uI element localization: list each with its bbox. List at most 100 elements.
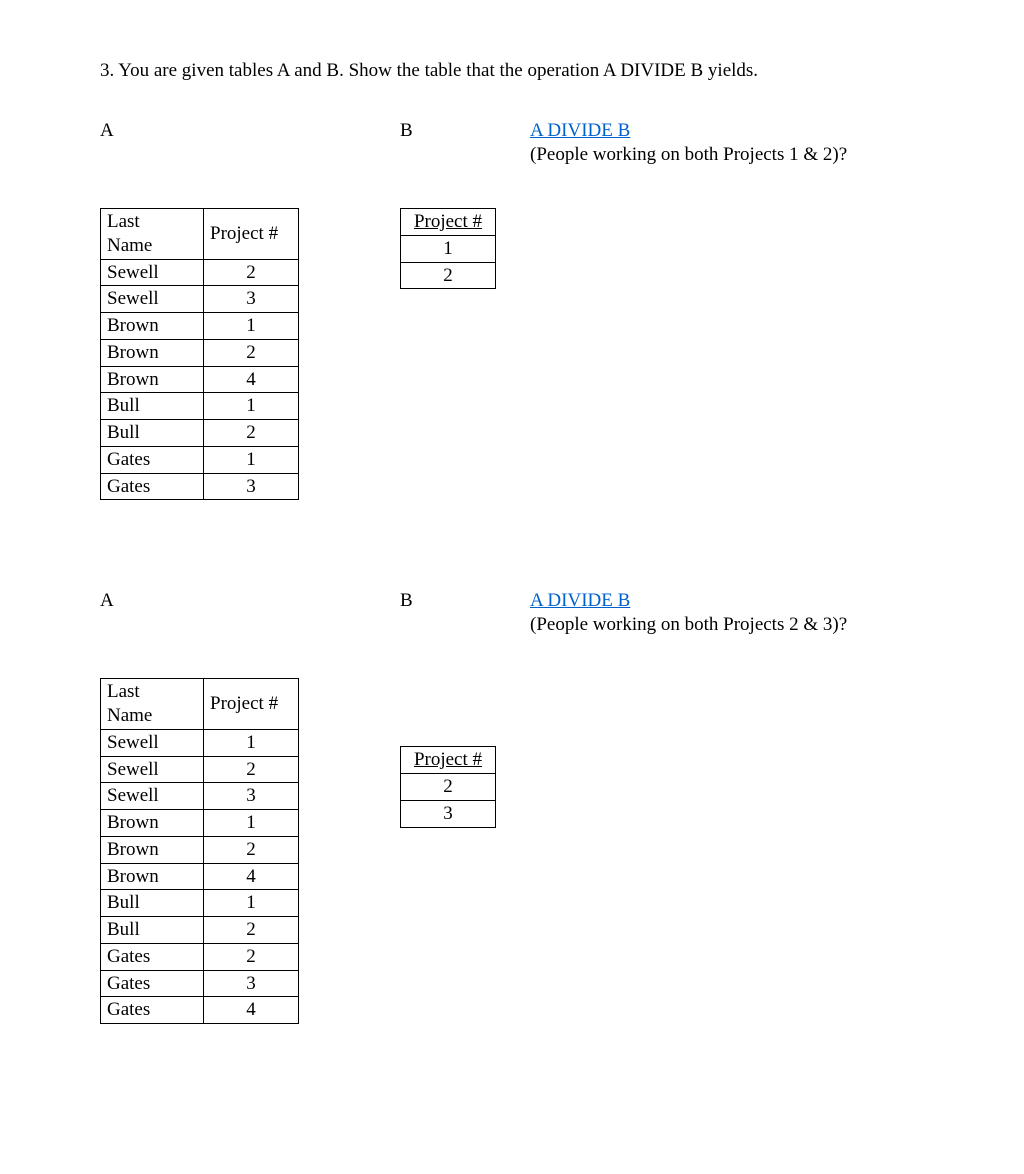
cell-project: 3	[204, 473, 299, 500]
cell-name: Bull	[101, 890, 204, 917]
table-row: Last Name Project #	[101, 209, 299, 260]
table-row: Project #	[401, 747, 496, 774]
cell-project: 4	[204, 997, 299, 1024]
header-line2: Name	[107, 235, 152, 256]
cell-project: 2	[204, 943, 299, 970]
table-row: Bull2	[101, 420, 299, 447]
divide-subtitle: (People working on both Projects 1 & 2)?	[530, 144, 924, 166]
table-row: Sewell2	[101, 259, 299, 286]
cell-name: Brown	[101, 863, 204, 890]
table-row: Sewell3	[101, 286, 299, 313]
cell-project: 1	[401, 235, 496, 262]
table-row: Brown1	[101, 313, 299, 340]
table-b: Project # 12	[400, 208, 496, 289]
cell-name: Brown	[101, 366, 204, 393]
cell-name: Brown	[101, 313, 204, 340]
table-row: Sewell1	[101, 729, 299, 756]
cell-name: Gates	[101, 943, 204, 970]
cell-name: Gates	[101, 473, 204, 500]
part2-tables-row: Last Name Project # Sewell1Sewell2Sewell…	[100, 678, 924, 1024]
part1-tables-row: Last Name Project # Sewell2Sewell3Brown1…	[100, 208, 924, 500]
label-divide: A DIVIDE B (People working on both Proje…	[530, 590, 924, 636]
question-text: 3. You are given tables A and B. Show th…	[100, 60, 924, 82]
cell-project: 2	[204, 339, 299, 366]
cell-project: 2	[401, 774, 496, 801]
cell-project: 2	[204, 420, 299, 447]
part1-tableA-wrap: Last Name Project # Sewell2Sewell3Brown1…	[100, 208, 400, 500]
table-row: Gates3	[101, 970, 299, 997]
part2: A B A DIVIDE B (People working on both P…	[100, 590, 924, 1024]
header-line2: Name	[107, 705, 152, 726]
cell-project: 1	[204, 810, 299, 837]
cell-name: Sewell	[101, 286, 204, 313]
divide-heading: A DIVIDE B	[530, 120, 630, 141]
label-divide: A DIVIDE B (People working on both Proje…	[530, 120, 924, 166]
table-row: 1	[401, 235, 496, 262]
part2-tableB-wrap: Project # 23	[400, 746, 530, 827]
cell-name: Gates	[101, 446, 204, 473]
cell-project: 2	[204, 259, 299, 286]
header-line1: Last	[107, 211, 140, 232]
part2-labels: A B A DIVIDE B (People working on both P…	[100, 590, 924, 636]
cell-project: 1	[204, 446, 299, 473]
cell-project: 4	[204, 366, 299, 393]
header-project: Project #	[204, 209, 299, 260]
cell-project: 2	[204, 917, 299, 944]
table-row: Gates2	[101, 943, 299, 970]
cell-name: Sewell	[101, 756, 204, 783]
table-row: Brown4	[101, 366, 299, 393]
cell-project: 3	[204, 970, 299, 997]
table-row: Bull1	[101, 393, 299, 420]
cell-project: 1	[204, 313, 299, 340]
label-b: B	[400, 590, 530, 636]
table-b: Project # 23	[400, 746, 496, 827]
cell-project: 3	[204, 286, 299, 313]
cell-name: Brown	[101, 810, 204, 837]
header-project: Project #	[204, 679, 299, 730]
table-row: Project #	[401, 209, 496, 236]
table-row: Sewell2	[101, 756, 299, 783]
cell-project: 4	[204, 863, 299, 890]
header-line1: Last	[107, 681, 140, 702]
divide-subtitle: (People working on both Projects 2 & 3)?	[530, 614, 924, 636]
table-row: 2	[401, 774, 496, 801]
cell-name: Gates	[101, 997, 204, 1024]
header-last-name: Last Name	[101, 209, 204, 260]
part1-labels: A B A DIVIDE B (People working on both P…	[100, 120, 924, 166]
table-row: Brown2	[101, 339, 299, 366]
cell-name: Bull	[101, 420, 204, 447]
table-row: Brown2	[101, 836, 299, 863]
cell-name: Sewell	[101, 729, 204, 756]
cell-name: Brown	[101, 339, 204, 366]
header-project-b: Project #	[401, 209, 496, 236]
table-row: Gates3	[101, 473, 299, 500]
cell-project: 1	[204, 890, 299, 917]
header-last-name: Last Name	[101, 679, 204, 730]
table-row: Bull2	[101, 917, 299, 944]
label-a: A	[100, 120, 400, 166]
divide-heading: A DIVIDE B	[530, 590, 630, 611]
cell-project: 2	[204, 836, 299, 863]
cell-name: Brown	[101, 836, 204, 863]
table-row: 3	[401, 800, 496, 827]
cell-name: Sewell	[101, 783, 204, 810]
cell-name: Bull	[101, 393, 204, 420]
table-row: Brown1	[101, 810, 299, 837]
table-row: Brown4	[101, 863, 299, 890]
table-a: Last Name Project # Sewell2Sewell3Brown1…	[100, 208, 299, 500]
table-row: Gates1	[101, 446, 299, 473]
part2-tableA-wrap: Last Name Project # Sewell1Sewell2Sewell…	[100, 678, 400, 1024]
table-row: Sewell3	[101, 783, 299, 810]
table-row: Last Name Project #	[101, 679, 299, 730]
cell-project: 3	[401, 800, 496, 827]
table-a: Last Name Project # Sewell1Sewell2Sewell…	[100, 678, 299, 1024]
table-row: Bull1	[101, 890, 299, 917]
cell-name: Bull	[101, 917, 204, 944]
header-project-b: Project #	[401, 747, 496, 774]
label-b: B	[400, 120, 530, 166]
cell-name: Sewell	[101, 259, 204, 286]
part1-tableB-wrap: Project # 12	[400, 208, 530, 289]
cell-project: 1	[204, 393, 299, 420]
cell-project: 2	[204, 756, 299, 783]
part1: A B A DIVIDE B (People working on both P…	[100, 120, 924, 500]
